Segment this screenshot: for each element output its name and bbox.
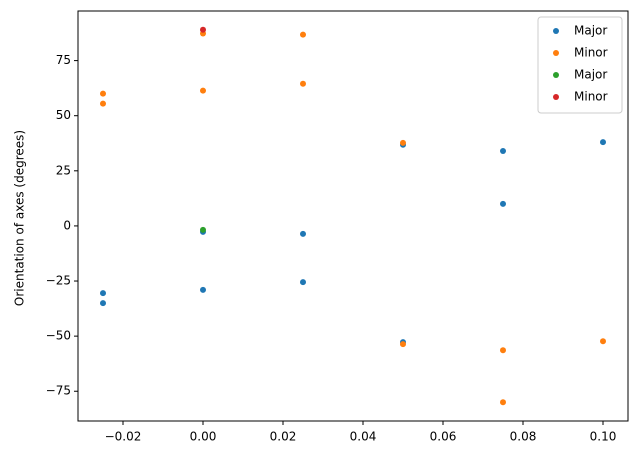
legend-label: Major (574, 68, 607, 82)
x-tick-label: −0.02 (105, 430, 142, 444)
point (600, 338, 606, 345)
point (200, 286, 206, 293)
y-tick-label: −75 (46, 384, 71, 398)
plot-frame (77, 10, 629, 422)
point (500, 147, 506, 154)
legend-label: Minor (574, 90, 608, 104)
point (100, 290, 106, 297)
point (200, 87, 206, 94)
legend-label: Major (574, 24, 607, 38)
x-tick-label: 0.04 (350, 430, 377, 444)
y-tick-label: 0 (63, 218, 71, 232)
legend-marker (553, 50, 559, 56)
legend-marker (553, 94, 559, 100)
x-tick-label: 0.06 (430, 430, 457, 444)
legend-marker (553, 72, 559, 78)
point (100, 100, 106, 107)
point (500, 399, 506, 406)
y-tick-label: 50 (56, 108, 71, 122)
point (300, 279, 306, 286)
point (100, 90, 106, 97)
point (300, 80, 306, 87)
legend-box (537, 16, 623, 114)
legend-marker (553, 28, 559, 34)
point (500, 200, 506, 207)
y-tick-label: −25 (46, 274, 71, 288)
y-tick-label: 75 (56, 53, 71, 67)
point (300, 31, 306, 38)
x-tick-label: 0.00 (190, 430, 217, 444)
y-tick-label: 25 (56, 163, 71, 177)
point (300, 230, 306, 237)
x-tick-label: 0.08 (510, 430, 537, 444)
x-tick-label: 0.02 (270, 430, 297, 444)
point (100, 300, 106, 307)
point (400, 341, 406, 348)
x-tick-label: 0.10 (590, 430, 617, 444)
point (400, 139, 406, 146)
point (200, 226, 206, 233)
legend-label: Minor (574, 46, 608, 60)
point (200, 26, 206, 33)
y-axis-label: Orientation of axes (degrees) (13, 130, 27, 306)
point (500, 347, 506, 354)
point (600, 139, 606, 146)
y-tick-label: −50 (46, 329, 71, 343)
